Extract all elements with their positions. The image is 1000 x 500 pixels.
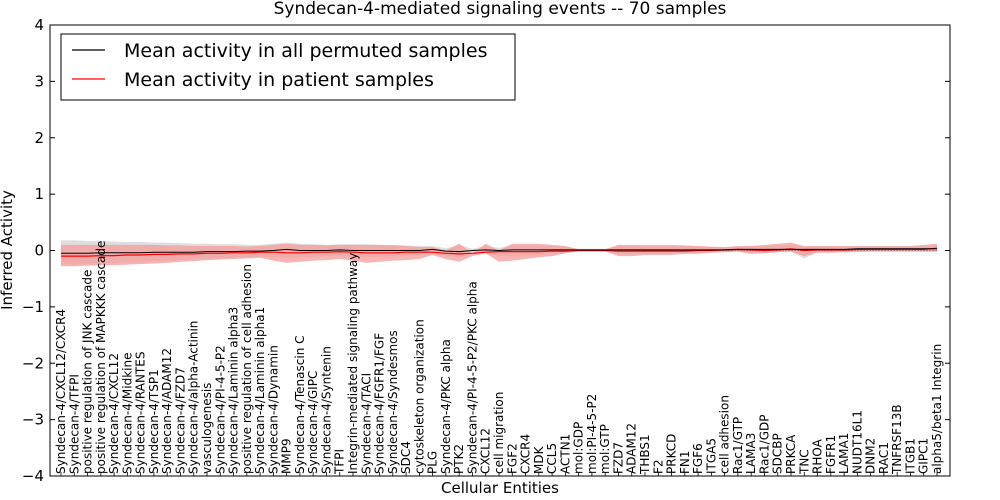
x-tick-label: Syndecan-4/RANTES <box>134 352 148 474</box>
x-axis-label: Cellular Entities <box>441 479 559 497</box>
x-tick-label: ACTN1 <box>558 434 572 474</box>
x-tick-label: alpha5/beta1 Integrin <box>930 344 944 474</box>
x-tick-label: Rac1/GDP <box>758 415 772 474</box>
x-tick-label: CXCL12 <box>479 428 493 474</box>
x-tick-label: RAC1 <box>877 442 891 474</box>
series-lines <box>61 247 938 257</box>
x-tick-label: Syndecan-4/Midkine <box>120 353 134 474</box>
x-tick-label: ADAM12 <box>625 423 639 474</box>
x-tick-label: PTK2 <box>452 444 466 474</box>
x-tick-label: LAMA1 <box>837 433 851 474</box>
x-tick-label: PRKCD <box>665 434 679 474</box>
x-tick-label: positive regulation of cell adhesion <box>240 264 254 474</box>
y-tick-label: 0 <box>34 242 44 260</box>
y-tick-label: 1 <box>34 185 44 203</box>
x-tick-label: Syndecan-4/Syndesmos <box>386 330 400 474</box>
x-tick-label: mol:GTP <box>598 424 612 474</box>
x-tick-label: Integrin-mediated signaling pathway <box>346 253 360 474</box>
permuted-mean-line <box>61 248 937 254</box>
patient-band <box>61 242 937 267</box>
x-tick-label: FGFR1 <box>824 435 838 474</box>
x-tick-label: cytoskeleton organization <box>412 319 426 474</box>
x-tick-labels: Syndecan-4/CXCL12/CXCR4 Syndecan-4/TFPI po… <box>54 241 944 476</box>
x-tick-label: Syndecan-4/PKC alpha <box>439 339 453 474</box>
x-tick-label: Syndecan-4/Laminin alpha1 <box>253 307 267 474</box>
y-axis: −4 −3 −2 −1 0 1 2 3 4 <box>22 16 950 485</box>
legend: Mean activity in all permuted samples Me… <box>60 33 516 101</box>
x-tick-label: positive regulation of JNK cascade <box>81 270 95 474</box>
chart-title: Syndecan-4-mediated signaling events -- … <box>274 0 727 19</box>
x-tick-label: positive regulation of MAPKKK cascade <box>94 241 108 474</box>
x-tick-label: cell migration <box>492 392 506 474</box>
x-tick-label: mol:PI-4-5-P2 <box>585 394 599 474</box>
legend-box <box>60 33 516 101</box>
patient-mean-line <box>61 247 938 257</box>
x-tick-label: cell adhesion <box>718 395 732 474</box>
x-tick-label: LAMA3 <box>744 433 758 474</box>
x-tick-label: Syndecan-4/Laminin alpha3 <box>227 307 241 474</box>
y-tick-label: −3 <box>22 411 44 429</box>
x-tick-label: NUDT16L1 <box>850 410 864 474</box>
y-tick-label: 4 <box>34 16 44 34</box>
x-tick-label: SDC4 <box>399 441 413 474</box>
x-tick-label: MDK <box>532 445 546 474</box>
x-tick-label: Syndecan-4/CXCL12/CXCR4 <box>54 309 68 474</box>
legend-label-patient: Mean activity in patient samples <box>124 69 434 91</box>
x-tick-label: FZD7 <box>612 442 626 474</box>
x-tick-label: DNM2 <box>864 438 878 474</box>
x-tick-label: Syndecan-4/FGFR1/FGF <box>373 333 387 474</box>
y-tick-label: −2 <box>22 354 44 372</box>
x-tick-label: ITGB1 <box>904 438 918 474</box>
x-tick-label: Syndecan-4/Tenascin C <box>293 335 307 474</box>
x-tick-label: F2 <box>651 459 665 474</box>
x-tick-label: FN1 <box>678 450 692 474</box>
y-tick-label: −1 <box>22 298 44 316</box>
x-tick-label: Syndecan-4/Syntenin <box>320 346 334 474</box>
x-tick-label: Syndecan-4/PI-4-5-P2 <box>213 345 227 474</box>
legend-label-permuted: Mean activity in all permuted samples <box>124 40 487 62</box>
x-tick-label: RHOA <box>811 438 825 474</box>
y-tick-label: −4 <box>22 467 44 485</box>
y-axis-label: Inferred Activity <box>0 190 16 310</box>
confidence-bands <box>61 240 937 267</box>
x-tick-label: SDCBP <box>771 433 785 474</box>
x-tick-label: mol:GDP <box>572 422 586 474</box>
x-tick-label: Syndecan-4/CXCL12 <box>107 353 121 474</box>
x-tick-label: PLG <box>426 451 440 474</box>
y-tick-label: 2 <box>34 129 44 147</box>
x-tick-label: Syndecan-4/alpha-Actinin <box>187 321 201 474</box>
x-tick-label: TFPI <box>333 449 347 475</box>
x-tick-label: vasculogenesis <box>200 383 214 474</box>
x-tick-label: FGF2 <box>505 443 519 474</box>
x-tick-label: FGF6 <box>691 443 705 474</box>
x-tick-label: Syndecan-4/ADAM12 <box>160 348 174 474</box>
x-tick-label: Syndecan-4/TFPI <box>67 374 81 474</box>
x-tick-label: TNC <box>797 449 811 475</box>
x-tick-label: TNFRSF13B <box>890 404 904 475</box>
x-tick-label: Syndecan-4/GIPC <box>306 371 320 474</box>
x-tick-label: PRKCA <box>784 434 798 474</box>
x-tick-label: MMP9 <box>280 438 294 474</box>
x-tick-label: ITGA5 <box>704 438 718 474</box>
x-tick-label: Syndecan-4/TSP1 <box>147 369 161 474</box>
x-tick-label: Rac1/GTP <box>731 417 745 474</box>
x-tick-label: CCL5 <box>545 443 559 474</box>
x-tick-label: Syndecan-4/PI-4-5-P2/PKC alpha <box>466 281 480 474</box>
x-tick-label: Syndecan-4/TACI <box>359 373 373 474</box>
x-tick-label: Syndecan-4/Dynamin <box>266 345 280 474</box>
x-tick-label: THBS1 <box>638 434 652 475</box>
x-tick-label: GIPC1 <box>917 438 931 474</box>
x-tick-label: Syndecan-4/FZD7 <box>174 367 188 474</box>
y-tick-label: 3 <box>34 72 44 90</box>
x-tick-label: CXCR4 <box>519 434 533 474</box>
